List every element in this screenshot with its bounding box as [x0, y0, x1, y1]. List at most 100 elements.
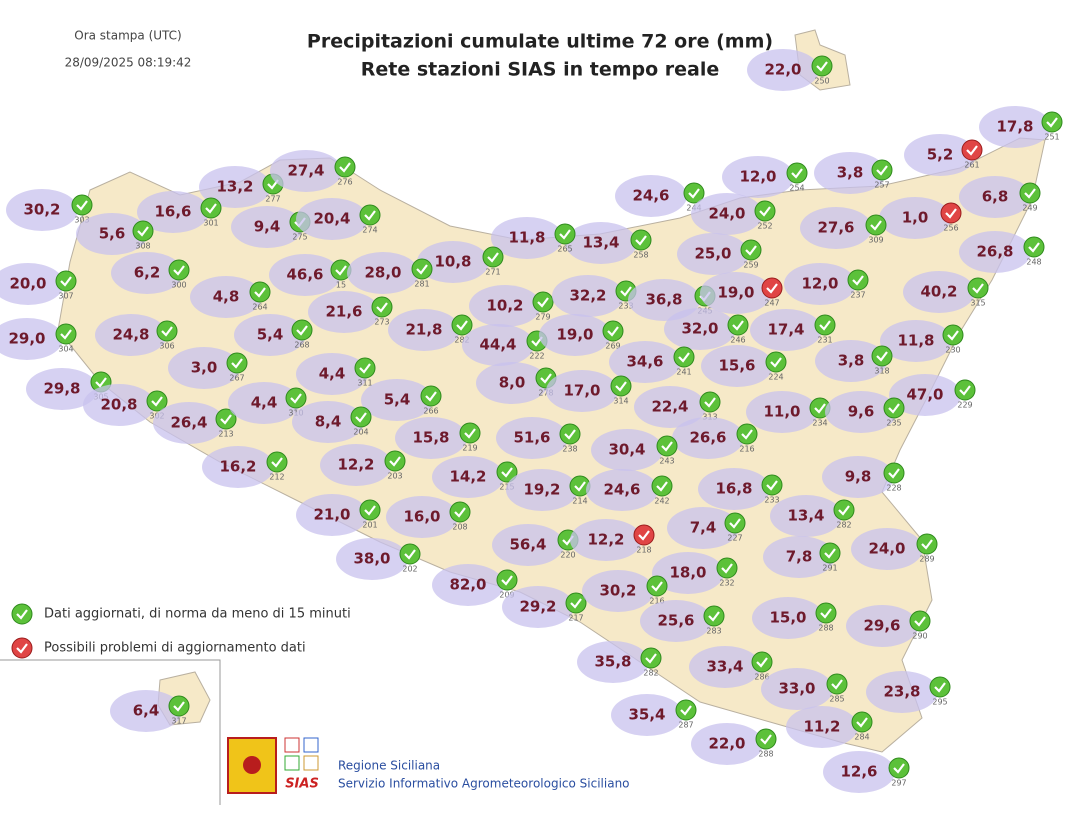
- station-id: 229: [957, 401, 972, 410]
- station-id: 264: [252, 303, 267, 312]
- status-icon: [909, 610, 931, 632]
- status-check: [60, 276, 72, 287]
- station-value: 33,0: [778, 680, 815, 698]
- station-id: 274: [362, 226, 377, 235]
- station-id: 218: [636, 546, 651, 555]
- station-value: 13,4: [582, 234, 619, 252]
- value-bubble: [231, 206, 303, 248]
- value-bubble: [320, 444, 392, 486]
- status-check: [271, 457, 283, 468]
- station-value: 16,6: [154, 203, 191, 221]
- value-bubble: [234, 314, 306, 356]
- station-value: 13,4: [787, 507, 824, 525]
- service-name: Servizio Informativo Agrometeorologico S…: [338, 777, 630, 791]
- status-icon: [11, 603, 33, 625]
- status-icon: [819, 542, 841, 564]
- value-bubble: [823, 751, 895, 793]
- station-value: 46,6: [286, 266, 323, 284]
- status-check: [416, 264, 428, 275]
- station-value: 10,8: [434, 253, 471, 271]
- station-id: 287: [678, 721, 693, 730]
- station-value: 10,2: [486, 297, 523, 315]
- status-icon: [811, 55, 833, 77]
- status-icon: [1023, 236, 1045, 258]
- station-id: 251: [1044, 133, 1059, 142]
- status-icon: [451, 314, 473, 336]
- status-check: [501, 575, 513, 586]
- station-value: 6,2: [134, 264, 161, 282]
- station-value: 17,4: [767, 321, 804, 339]
- status-icon: [916, 533, 938, 555]
- station-id: 204: [353, 428, 368, 437]
- status-icon: [532, 291, 554, 313]
- station-id: 261: [964, 161, 979, 170]
- status-icon: [1019, 182, 1041, 204]
- status-icon: [929, 676, 951, 698]
- value-bubble: [570, 519, 642, 561]
- status-check: [870, 220, 882, 231]
- status-check: [635, 235, 647, 246]
- station-value: 23,8: [883, 683, 920, 701]
- station-value: 11,2: [803, 718, 840, 736]
- station-id: 279: [535, 313, 550, 322]
- value-bubble: [615, 175, 687, 217]
- print-label: Ora stampa (UTC): [74, 29, 181, 43]
- station-id: 278: [538, 389, 553, 398]
- station-id: 209: [499, 591, 514, 600]
- station-id: 307: [58, 292, 73, 301]
- status-check: [559, 229, 571, 240]
- status-check: [791, 168, 803, 179]
- value-bubble: [296, 198, 368, 240]
- status-icon: [847, 269, 869, 291]
- status-icon: [673, 346, 695, 368]
- status-check: [540, 373, 552, 384]
- status-check: [760, 734, 772, 745]
- station-id: 282: [454, 336, 469, 345]
- value-bubble: [866, 671, 938, 713]
- station-id: 219: [462, 444, 477, 453]
- status-check: [137, 226, 149, 237]
- status-icon: [755, 728, 777, 750]
- status-icon: [354, 357, 376, 379]
- station-id: 15: [336, 281, 346, 290]
- value-bubble: [700, 272, 772, 314]
- status-check: [732, 320, 744, 331]
- station-value: 3,0: [191, 359, 218, 377]
- value-bubble: [6, 189, 78, 231]
- status-check: [254, 287, 266, 298]
- station-id: 220: [560, 551, 575, 560]
- station-id: 283: [706, 627, 721, 636]
- status-check: [537, 297, 549, 308]
- status-icon: [449, 501, 471, 523]
- value-bubble: [432, 456, 504, 498]
- station-value: 1,0: [902, 209, 929, 227]
- station-value: 22,4: [651, 398, 688, 416]
- station-id: 268: [294, 341, 309, 350]
- station-id: 256: [943, 224, 958, 233]
- status-check: [680, 705, 692, 716]
- status-check: [389, 456, 401, 467]
- station-id: 288: [758, 750, 773, 759]
- legend-text: Possibili problemi di aggiornamento dati: [44, 641, 306, 656]
- status-icon: [291, 319, 313, 341]
- station-value: 21,6: [325, 303, 362, 321]
- station-id: 276: [337, 178, 352, 187]
- status-check: [173, 265, 185, 276]
- status-check: [1046, 117, 1058, 128]
- station-value: 12,2: [587, 531, 624, 549]
- status-check: [876, 351, 888, 362]
- status-check: [856, 717, 868, 728]
- value-bubble: [761, 668, 833, 710]
- value-bubble: [432, 564, 504, 606]
- station-id: 295: [932, 698, 947, 707]
- status-check: [741, 429, 753, 440]
- value-bubble: [496, 417, 568, 459]
- value-bubble: [168, 347, 240, 389]
- status-icon: [411, 258, 433, 280]
- value-bubble: [506, 469, 578, 511]
- station-id: 202: [402, 565, 417, 574]
- station-value: 8,0: [499, 374, 526, 392]
- station-id: 254: [789, 184, 804, 193]
- station-value: 40,2: [920, 283, 957, 301]
